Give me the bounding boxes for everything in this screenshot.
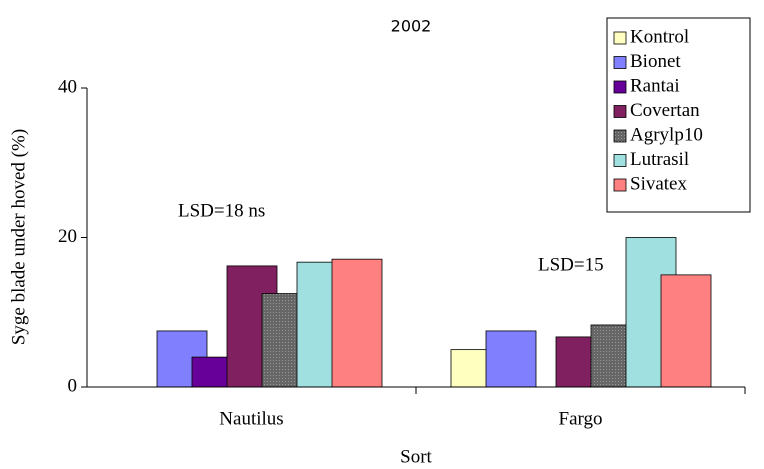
legend-swatch [613,129,627,143]
legend-label: Kontrol [630,26,689,47]
legend-swatch [613,105,627,118]
x-tick-label: Nautilus [219,408,283,429]
y-tick-label: 0 [68,375,78,396]
annotation: LSD=18 ns [178,200,265,221]
legend-label: Bionet [630,51,681,72]
y-axis-label: Syge blade under hoved (%) [8,129,29,345]
legend-label: Lutrasil [630,149,689,170]
legend-swatch [613,80,627,94]
y-tick-label: 20 [58,226,77,247]
legend-swatch [613,178,627,192]
y-tick-label: 40 [58,76,77,97]
bar [331,258,383,388]
legend-label: Agrylp10 [630,124,703,145]
x-tick-label: Fargo [559,408,603,429]
legend-label: Sivatex [630,173,687,194]
legend-swatch [613,56,627,69]
legend-swatch [613,154,627,167]
chart-title: 2002 [391,17,432,36]
legend-box [606,17,751,213]
annotation: LSD=15 [538,254,604,275]
bar [485,330,537,388]
bar [660,274,712,388]
legend-label: Covertan [630,100,700,121]
x-axis-label: Sort [400,446,432,467]
legend-swatch [613,31,627,45]
legend-label: Rantai [630,75,680,96]
